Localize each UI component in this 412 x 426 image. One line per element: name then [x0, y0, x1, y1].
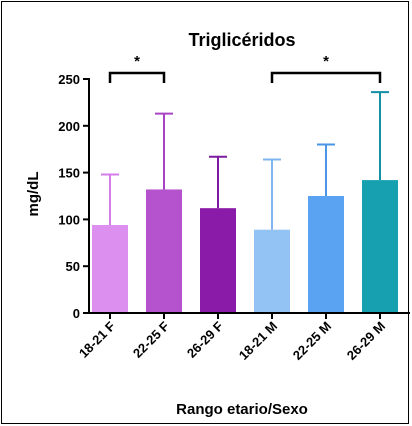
bar-6: [362, 180, 398, 313]
bar-3: [200, 208, 236, 313]
x-tick-label-4: 18-21 M: [236, 319, 280, 363]
y-tick-label-200: 200: [58, 119, 80, 134]
x-tick-label-5: 22-25 M: [290, 319, 334, 363]
x-tick-label-2: 22-25 F: [130, 318, 172, 360]
y-tick-label-50: 50: [66, 259, 80, 274]
y-tick-label-250: 250: [58, 72, 80, 87]
bar-1: [92, 225, 128, 313]
x-tick-label-3: 26-29 F: [184, 318, 226, 360]
y-axis-label: mg/dL: [25, 172, 42, 217]
y-tick-label-150: 150: [58, 166, 80, 181]
significance-bracket-1: [108, 71, 166, 83]
y-tick-label-100: 100: [58, 212, 80, 227]
bar-2: [146, 189, 182, 313]
x-axis-label: Rango etario/Sexo: [176, 401, 308, 418]
chart-title: Triglicéridos: [188, 30, 295, 50]
bar-5: [308, 196, 344, 313]
significance-bracket-2: [270, 71, 382, 83]
plot-area: 0 50 100 150 200 250 18-21 F 22-25 F 26-29 F 18-2…: [58, 53, 410, 363]
x-tick-label-6: 26-29 M: [344, 319, 388, 363]
bar-4: [254, 229, 290, 313]
x-tick-label-1: 18-21 F: [76, 318, 118, 360]
y-tick-label-0: 0: [73, 306, 80, 321]
significance-label-2: *: [323, 53, 329, 70]
significance-label-1: *: [134, 53, 140, 70]
